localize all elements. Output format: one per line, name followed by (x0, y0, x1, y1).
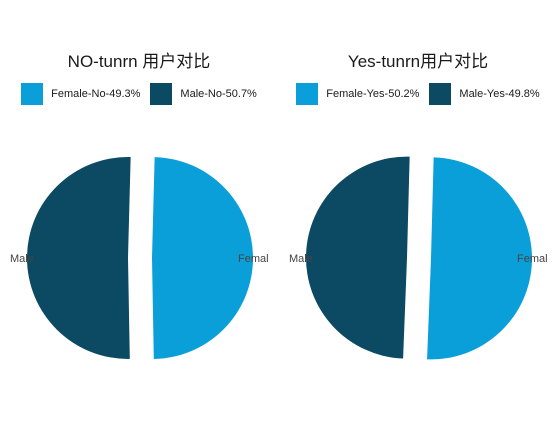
legend-label-male: Male-No-50.7% (180, 88, 257, 100)
slice-label-male: Male (10, 253, 34, 265)
legend-item-male: Male-Yes-49.8% (429, 83, 540, 105)
chart-title: Yes-tunrn用户对比 (347, 52, 489, 71)
legend-item-female: Female-No-49.3% (21, 83, 140, 105)
chart-title: NO-tunrn 用户对比 (67, 52, 211, 71)
legend-label-male: Male-Yes-49.8% (459, 88, 540, 100)
legend: Female-No-49.3% Male-No-50.7% (0, 83, 278, 105)
legend-item-male: Male-No-50.7% (150, 83, 257, 105)
pie-chart: Femal Male (10, 156, 269, 360)
chart-panel-no-turn: NO-tunrn 用户对比 Female-No-49.3% Male-No-50… (0, 0, 278, 447)
legend-item-female: Female-Yes-50.2% (296, 83, 419, 105)
slice-label-female: Femal (238, 253, 269, 265)
legend-label-female: Female-No-49.3% (51, 88, 141, 100)
legend-swatch-male (429, 83, 452, 105)
pie-slice-female (427, 157, 532, 360)
legend: Female-Yes-50.2% Male-Yes-49.8% (279, 83, 557, 105)
legend-swatch-female (21, 83, 44, 105)
pie-slice-male (306, 156, 410, 359)
pie-chart: Femal Male (289, 156, 548, 360)
legend-swatch-male (150, 83, 173, 105)
pie-slice-female (151, 157, 253, 360)
slice-label-male: Male (289, 253, 313, 265)
pie-slice-male (27, 156, 131, 359)
slice-label-female: Femal (517, 253, 548, 265)
legend-label-female: Female-Yes-50.2% (326, 88, 420, 100)
chart-panel-yes-turn: Yes-tunrn用户对比 Female-Yes-50.2% Male-Yes-… (279, 0, 557, 447)
legend-swatch-female (296, 83, 319, 105)
